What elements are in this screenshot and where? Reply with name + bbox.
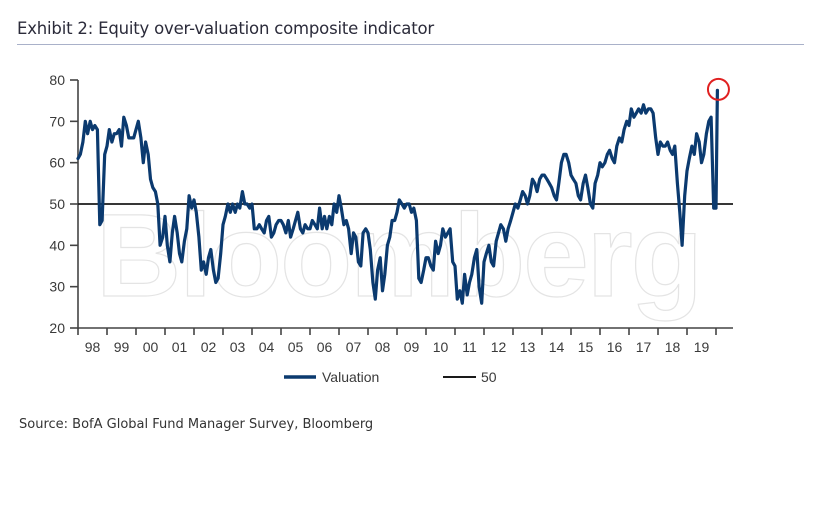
x-tick-label: 01 xyxy=(172,339,188,355)
x-tick-label: 08 xyxy=(375,339,391,355)
x-tick-label: 13 xyxy=(520,339,536,355)
x-tick-label: 03 xyxy=(230,339,246,355)
y-tick-label: 50 xyxy=(49,196,65,212)
x-tick-label: 05 xyxy=(288,339,304,355)
y-tick-label: 20 xyxy=(49,320,65,336)
x-tick-label: 02 xyxy=(201,339,217,355)
legend: Valuation 50 xyxy=(284,369,497,385)
y-tick-label: 70 xyxy=(49,113,65,129)
x-tick-label: 99 xyxy=(114,339,130,355)
x-tick-label: 04 xyxy=(259,339,275,355)
legend-label-50: 50 xyxy=(481,369,497,385)
x-tick-label: 14 xyxy=(549,339,565,355)
x-tick-label: 12 xyxy=(491,339,507,355)
source-note: Source: BofA Global Fund Manager Survey,… xyxy=(19,417,374,432)
x-tick-label: 07 xyxy=(346,339,362,355)
title-divider xyxy=(17,44,804,45)
x-tick-label: 11 xyxy=(462,339,477,355)
x-tick-label: 18 xyxy=(665,339,681,355)
x-tick-label: 17 xyxy=(636,339,652,355)
page-title: Exhibit 2: Equity over-valuation composi… xyxy=(17,19,434,38)
x-tick-label: 16 xyxy=(607,339,623,355)
x-tick-label: 06 xyxy=(317,339,333,355)
x-tick-label: 15 xyxy=(578,339,594,355)
x-tick-label: 19 xyxy=(694,339,710,355)
x-tick-label: 00 xyxy=(143,339,159,355)
valuation-series xyxy=(76,88,720,305)
y-tick-label: 30 xyxy=(49,279,65,295)
x-tick-label: 98 xyxy=(85,339,101,355)
y-tick-label: 40 xyxy=(49,237,65,253)
valuation-line xyxy=(76,88,720,305)
x-tick-label: 10 xyxy=(433,339,449,355)
y-axis: 20 30 40 50 60 70 80 xyxy=(49,72,79,336)
y-tick-label: 80 xyxy=(49,72,65,88)
legend-label-valuation: Valuation xyxy=(322,369,379,385)
y-tick-label: 60 xyxy=(49,155,65,171)
x-tick-label: 09 xyxy=(404,339,420,355)
x-axis: 98 99 00 01 02 03 04 05 06 07 08 09 10 11 12 13 14 15 16 17… xyxy=(77,327,733,355)
latest-value-highlight-circle xyxy=(706,77,730,101)
